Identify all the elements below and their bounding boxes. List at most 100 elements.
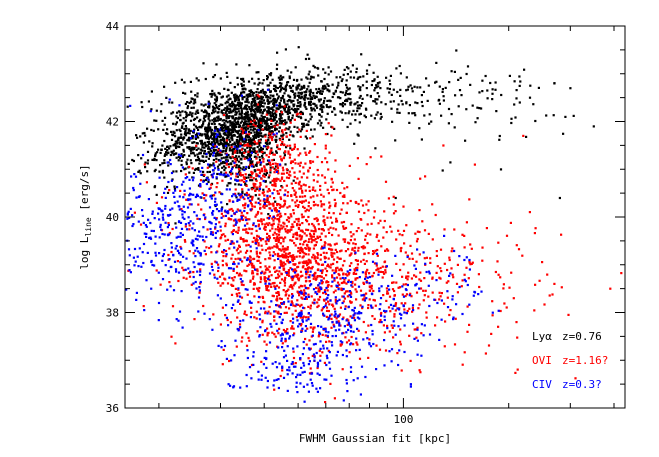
data-point xyxy=(342,300,345,303)
data-point xyxy=(255,229,258,232)
data-point xyxy=(149,236,152,239)
data-point xyxy=(349,315,352,318)
data-point xyxy=(268,160,271,163)
data-point xyxy=(269,171,272,174)
data-point xyxy=(278,327,281,330)
data-point xyxy=(341,181,344,184)
data-point xyxy=(190,113,193,116)
data-point xyxy=(211,137,214,140)
data-point xyxy=(276,295,279,298)
data-point xyxy=(302,205,305,208)
data-point xyxy=(541,261,544,264)
data-point xyxy=(309,207,312,210)
data-point xyxy=(258,251,262,254)
data-point xyxy=(287,220,290,223)
data-point xyxy=(222,215,225,218)
data-point xyxy=(154,251,157,254)
data-point xyxy=(303,147,306,150)
data-point xyxy=(304,276,307,279)
data-point xyxy=(240,274,243,277)
data-point xyxy=(327,257,330,260)
data-point xyxy=(259,111,262,114)
data-point xyxy=(217,269,220,273)
data-point xyxy=(346,202,349,205)
data-point xyxy=(481,246,484,249)
data-point xyxy=(286,231,289,234)
data-point xyxy=(398,111,401,114)
data-point xyxy=(251,262,254,265)
data-point xyxy=(260,244,263,247)
data-point xyxy=(222,251,225,254)
data-point xyxy=(373,210,376,213)
data-point xyxy=(407,271,410,274)
data-point xyxy=(259,266,262,269)
data-point xyxy=(139,182,142,185)
data-point xyxy=(300,85,303,88)
data-point xyxy=(340,267,343,270)
data-point xyxy=(351,64,354,67)
data-point xyxy=(273,197,276,200)
data-point xyxy=(236,120,240,123)
data-point xyxy=(234,188,237,191)
data-point xyxy=(373,89,376,92)
data-point xyxy=(316,252,319,255)
data-point xyxy=(242,283,245,287)
data-point xyxy=(453,228,456,231)
data-point xyxy=(295,255,298,258)
data-point xyxy=(145,232,148,235)
data-point xyxy=(237,218,240,221)
data-point xyxy=(275,269,278,272)
data-point xyxy=(277,228,280,231)
data-point xyxy=(368,341,371,345)
data-point xyxy=(279,197,283,201)
data-point xyxy=(312,224,315,227)
data-point xyxy=(219,133,222,136)
data-point xyxy=(176,249,179,252)
data-point xyxy=(176,116,179,120)
data-point xyxy=(516,368,519,371)
data-point xyxy=(395,281,398,284)
data-point xyxy=(279,281,282,284)
data-point xyxy=(171,178,174,181)
data-point xyxy=(375,235,378,239)
data-point xyxy=(152,129,155,132)
data-point xyxy=(203,150,206,153)
data-point xyxy=(218,128,221,131)
data-point xyxy=(243,197,246,201)
data-point xyxy=(592,125,595,128)
data-point xyxy=(186,106,189,110)
data-point xyxy=(299,152,302,155)
data-point xyxy=(365,80,368,83)
data-point xyxy=(169,213,172,216)
data-point xyxy=(211,119,214,122)
data-point xyxy=(256,94,259,97)
data-point xyxy=(329,70,333,73)
data-point xyxy=(316,168,319,172)
data-point xyxy=(289,213,292,216)
data-point xyxy=(225,126,228,129)
data-point xyxy=(238,129,241,132)
data-point xyxy=(137,170,140,173)
data-point xyxy=(179,136,182,139)
data-point xyxy=(297,101,300,104)
data-point xyxy=(295,199,299,202)
data-point xyxy=(330,177,333,180)
data-point xyxy=(281,248,284,251)
data-point xyxy=(399,343,402,346)
data-point xyxy=(307,258,310,261)
data-point xyxy=(277,178,280,181)
data-point xyxy=(280,158,283,161)
data-point xyxy=(448,256,451,259)
data-point xyxy=(228,133,231,136)
data-point xyxy=(214,260,217,263)
data-point xyxy=(296,290,299,293)
data-point xyxy=(311,97,314,100)
data-point xyxy=(330,263,333,266)
data-point xyxy=(251,141,254,144)
data-point xyxy=(327,122,330,125)
data-point xyxy=(273,209,277,212)
data-point xyxy=(338,283,341,286)
data-point xyxy=(172,254,175,257)
data-point xyxy=(228,208,231,211)
data-point xyxy=(184,110,187,113)
